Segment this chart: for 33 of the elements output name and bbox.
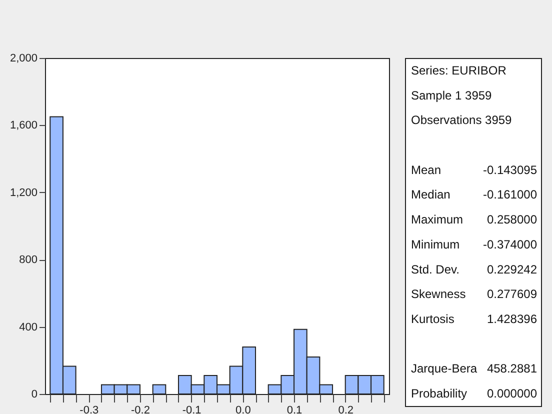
text: -0.374000: [482, 237, 537, 252]
x-tick-label: -0.1: [182, 404, 202, 414]
category-label: Minimum: [411, 237, 460, 252]
category-label: Maximum: [411, 212, 464, 227]
y-tick-label: 1,600: [10, 120, 38, 132]
x-tick-label: 0.0: [236, 404, 251, 414]
x-tick-label: 0.1: [286, 404, 302, 414]
y-tick-label: 2,000: [10, 52, 38, 64]
y-tick-label: 800: [19, 254, 38, 266]
text: Series: EURIBOR: [411, 63, 507, 78]
x-tick-label: 0.2: [338, 404, 354, 414]
text: 1.428396: [486, 312, 537, 326]
x-tick-label: -0.2: [131, 404, 150, 414]
category-label: Kurtosis: [411, 312, 454, 326]
category-label: Std. Dev.: [411, 262, 460, 276]
text: Sample 1 3959: [411, 88, 492, 102]
text: 0.000000: [486, 386, 537, 401]
text: 458.2881: [486, 362, 537, 376]
y-tick-label: 400: [19, 321, 38, 334]
category-label: Probability: [411, 386, 468, 401]
text: 0.258000: [486, 212, 537, 227]
text: -0.161000: [482, 188, 537, 202]
text: 0.277609: [486, 287, 537, 302]
y-tick-label: 1,200: [10, 186, 38, 199]
x-tick-label: -0.3: [80, 404, 99, 414]
text: -0.143095: [482, 162, 537, 177]
category-label: Median: [411, 188, 450, 202]
y-tick-label: 0: [31, 388, 38, 400]
category-label: Mean: [411, 162, 442, 177]
category-label: Jarque-Bera: [411, 362, 478, 376]
text: 0.229242: [486, 262, 537, 276]
text: Observations 3959: [411, 113, 512, 128]
category-label: Skewness: [411, 287, 466, 302]
